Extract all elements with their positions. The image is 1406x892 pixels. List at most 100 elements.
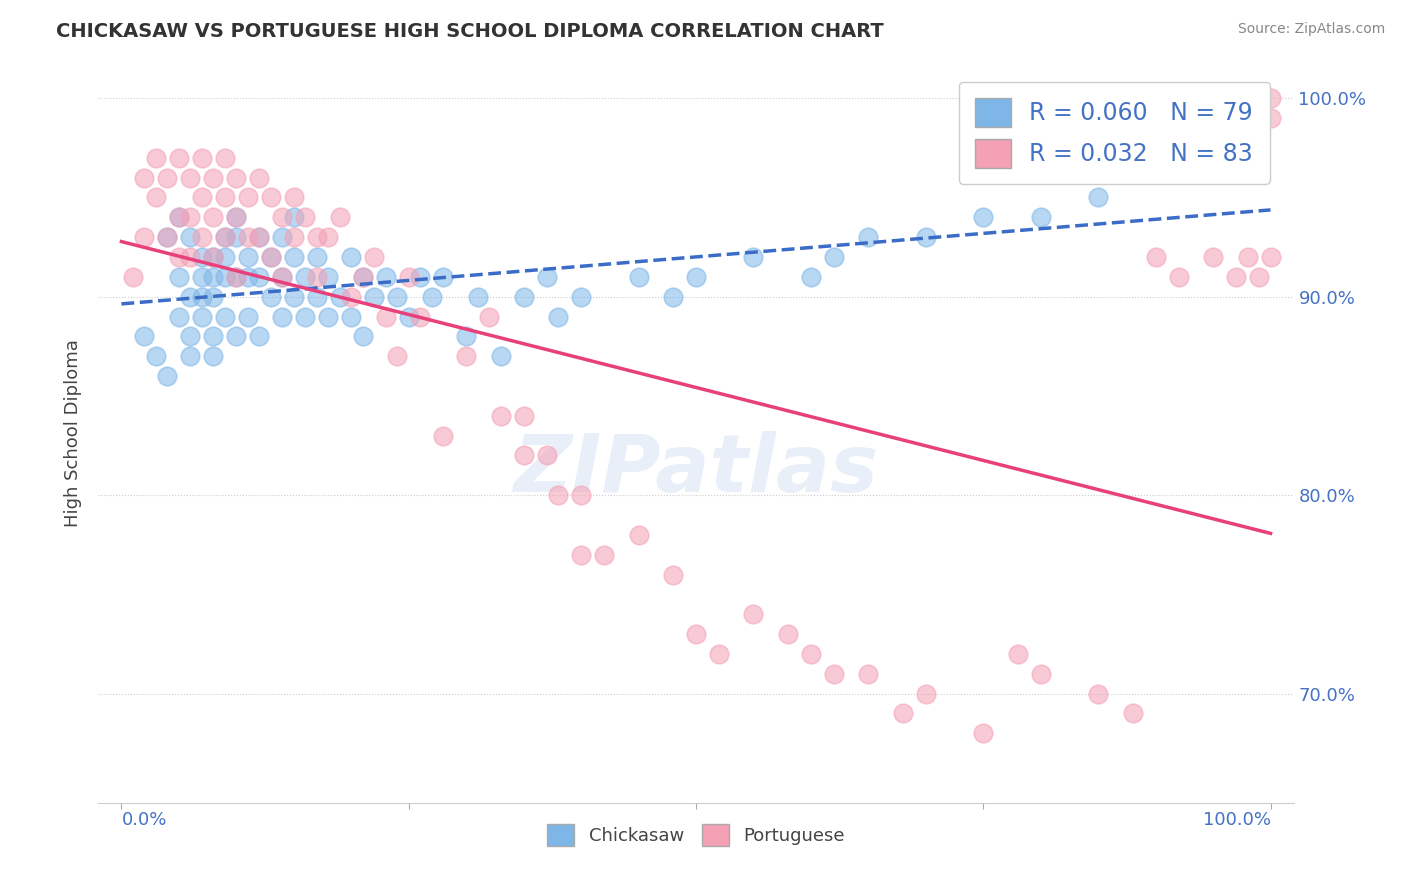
Point [685, 269, 707, 284]
Point [202, 349, 225, 363]
Point [374, 269, 396, 284]
Point [1247, 269, 1270, 284]
Y-axis label: High School Diploma: High School Diploma [65, 339, 83, 526]
Point [823, 666, 845, 681]
Point [512, 409, 534, 423]
Point [191, 151, 214, 165]
Point [685, 627, 707, 641]
Point [294, 211, 316, 225]
Point [1087, 687, 1109, 701]
Point [179, 329, 201, 343]
Point [1122, 706, 1144, 721]
Point [247, 170, 270, 185]
Point [352, 269, 374, 284]
Point [294, 310, 316, 324]
Point [742, 250, 765, 264]
Point [1029, 211, 1052, 225]
Point [191, 230, 214, 244]
Point [627, 528, 650, 542]
Point [374, 310, 396, 324]
Point [593, 548, 616, 562]
Point [271, 211, 294, 225]
Point [800, 269, 823, 284]
Point [776, 627, 799, 641]
Point [456, 349, 478, 363]
Point [569, 548, 592, 562]
Point [214, 151, 236, 165]
Point [547, 310, 569, 324]
Point [432, 428, 454, 442]
Point [294, 269, 316, 284]
Point [167, 211, 190, 225]
Point [247, 329, 270, 343]
Text: 0.0%: 0.0% [121, 811, 167, 829]
Point [1260, 111, 1282, 125]
Point [1225, 269, 1247, 284]
Point [340, 250, 363, 264]
Point [202, 290, 225, 304]
Point [122, 269, 145, 284]
Point [305, 290, 328, 304]
Point [512, 290, 534, 304]
Point [156, 369, 179, 384]
Point [409, 269, 432, 284]
Point [134, 329, 156, 343]
Point [134, 170, 156, 185]
Point [467, 290, 489, 304]
Point [167, 269, 190, 284]
Point [569, 488, 592, 502]
Point [191, 250, 214, 264]
Point [662, 567, 685, 582]
Point [156, 230, 179, 244]
Point [214, 310, 236, 324]
Point [236, 269, 259, 284]
Point [1236, 250, 1258, 264]
Point [236, 230, 259, 244]
Point [260, 250, 283, 264]
Point [247, 230, 270, 244]
Point [823, 250, 845, 264]
Point [398, 310, 420, 324]
Point [627, 269, 650, 284]
Point [202, 211, 225, 225]
Point [145, 349, 167, 363]
Point [363, 250, 385, 264]
Point [225, 269, 247, 284]
Point [167, 310, 190, 324]
Point [202, 250, 225, 264]
Point [214, 230, 236, 244]
Point [1144, 250, 1167, 264]
Point [271, 269, 294, 284]
Point [179, 349, 201, 363]
Point [409, 310, 432, 324]
Point [202, 269, 225, 284]
Point [340, 290, 363, 304]
Point [247, 269, 270, 284]
Point [891, 706, 914, 721]
Text: CHICKASAW VS PORTUGUESE HIGH SCHOOL DIPLOMA CORRELATION CHART: CHICKASAW VS PORTUGUESE HIGH SCHOOL DIPL… [56, 22, 884, 41]
Point [1087, 190, 1109, 204]
Point [260, 250, 283, 264]
Point [167, 250, 190, 264]
Point [271, 230, 294, 244]
Point [547, 488, 569, 502]
Point [707, 647, 730, 661]
Point [145, 151, 167, 165]
Point [156, 230, 179, 244]
Point [214, 269, 236, 284]
Point [800, 647, 823, 661]
Point [202, 170, 225, 185]
Point [283, 230, 305, 244]
Point [191, 269, 214, 284]
Point [340, 310, 363, 324]
Point [202, 329, 225, 343]
Point [305, 230, 328, 244]
Point [385, 290, 409, 304]
Point [236, 190, 259, 204]
Point [420, 290, 443, 304]
Point [363, 290, 385, 304]
Point [305, 269, 328, 284]
Point [260, 290, 283, 304]
Point [167, 211, 190, 225]
Point [1260, 250, 1282, 264]
